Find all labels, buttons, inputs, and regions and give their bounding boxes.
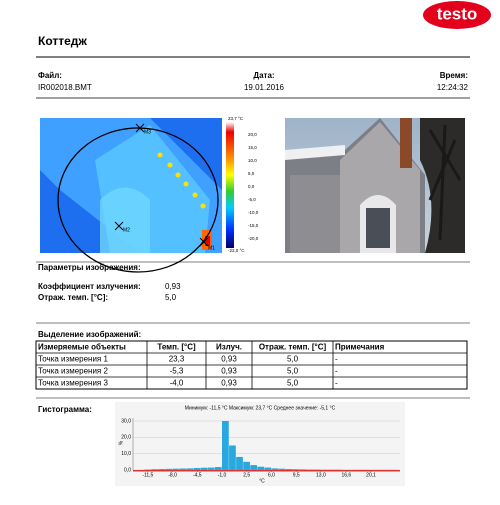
table-cell: - <box>335 355 338 364</box>
table-header: Примечания <box>335 343 385 352</box>
histogram-bar <box>151 469 158 470</box>
date-label: Дата: <box>253 71 274 80</box>
x-tick-label: -11,5 <box>142 472 153 478</box>
scale-tick-label: -10,0 <box>248 210 259 215</box>
file-value: IR002018.BMT <box>38 83 92 92</box>
scale-tick-label: -20,0 <box>248 236 259 241</box>
table-cell: Точка измерения 3 <box>38 379 108 388</box>
y-tick-label: 30,0 <box>121 418 131 424</box>
table-cell: 5,0 <box>287 367 299 376</box>
table-cell: 0,93 <box>221 367 237 376</box>
param-label: Коэффициент излучения: <box>38 282 141 291</box>
histogram-bar <box>286 469 293 470</box>
logo-text: testo <box>437 4 478 23</box>
scale-max: 23,7 °C <box>228 116 244 121</box>
y-axis-label: % <box>118 440 124 445</box>
section-title: Выделение изображений: <box>38 330 141 339</box>
x-tick-label: 6,0 <box>268 472 275 478</box>
section-title: Гистограмма: <box>38 405 92 414</box>
y-tick-label: 20,0 <box>121 435 131 441</box>
histogram-bar <box>201 468 208 470</box>
scale-tick-label: 15,0 <box>248 145 257 150</box>
logo: testo <box>418 0 496 34</box>
scale-tick-label: 10,0 <box>248 158 257 163</box>
histogram: Минимум: -11,5 °C Максимум: 23,7 °C Сред… <box>115 402 405 486</box>
x-tick-label: 9,5 <box>293 472 300 478</box>
table-cell: 0,93 <box>221 355 237 364</box>
marker-label: M3 <box>144 129 151 135</box>
table-cell: 5,0 <box>287 379 299 388</box>
scale-tick-label: 5,0 <box>248 171 255 176</box>
histogram-bar <box>279 469 286 470</box>
x-tick-label: 16,6 <box>341 472 351 478</box>
histogram-bar <box>243 462 250 470</box>
histogram-bar <box>293 469 300 470</box>
histogram-bar <box>257 467 264 470</box>
marker-label: M2 <box>123 227 130 233</box>
y-tick-label: 10,0 <box>121 451 131 457</box>
histogram-bar <box>250 465 257 470</box>
measurements-table: Измеряемые объекты Темп. [°C] Излуч. Отраж.… <box>36 341 467 389</box>
file-label: Файл: <box>38 71 62 80</box>
histogram-summary: Минимум: -11,5 °C Максимум: 23,7 °C Сред… <box>185 405 336 411</box>
x-tick-label: 2,5 <box>243 472 250 478</box>
x-tick-label: 20,1 <box>366 472 376 478</box>
histogram-bar <box>158 469 165 470</box>
histogram-bar <box>271 468 278 470</box>
section-title: Параметры изображения: <box>38 263 141 272</box>
title: Коттедж <box>38 34 87 48</box>
table-header: Излуч. <box>216 343 242 352</box>
table-cell: 0,93 <box>221 379 237 388</box>
time-label: Время: <box>440 71 468 80</box>
y-tick-label: 0,0 <box>124 467 131 473</box>
scale-tick-label: -15,0 <box>248 223 259 228</box>
histogram-bar <box>300 469 307 470</box>
histogram-bar <box>208 468 215 470</box>
x-axis-label: °C <box>259 478 265 484</box>
histogram-bar <box>165 469 172 470</box>
x-tick-label: 13,0 <box>316 472 326 478</box>
scale-tick-label: -5,0 <box>248 197 256 202</box>
table-cell: Точка измерения 1 <box>38 355 108 364</box>
histogram-bar <box>180 469 187 470</box>
histogram-bar <box>236 457 243 470</box>
param-value: 5,0 <box>165 293 177 302</box>
x-tick-label: -4,5 <box>193 472 202 478</box>
scale-tick-label: 20,0 <box>248 132 257 137</box>
table-header: Отраж. темп. [°C] <box>259 343 327 352</box>
param-label: Отраж. темп. [°C]: <box>38 293 108 302</box>
table-cell: 5,0 <box>287 355 299 364</box>
histogram-bar <box>229 446 236 471</box>
histogram-bar <box>264 468 271 470</box>
histogram-bar <box>187 468 194 470</box>
marker-label: M1 <box>208 245 215 251</box>
table-header: Темп. [°C] <box>157 343 196 352</box>
date-value: 19.01.2016 <box>244 83 285 92</box>
param-value: 0,93 <box>165 282 181 291</box>
scale-tick-label: 0,0 <box>248 184 255 189</box>
histogram-bar <box>173 469 180 470</box>
x-tick-label: -8,0 <box>168 472 177 478</box>
histogram-bar <box>215 467 222 470</box>
time-value: 12:24:32 <box>437 83 469 92</box>
histogram-bar <box>222 421 229 470</box>
table-cell: - <box>335 367 338 376</box>
spectrum-bar <box>133 470 400 472</box>
table-cell: -4,0 <box>170 379 184 388</box>
photo <box>285 118 465 253</box>
table-cell: 23,3 <box>169 355 185 364</box>
color-scale: 23,7 °C -22,0 °C 20,0 15,0 10,0 5,0 0,0 -5,0 -… <box>226 116 259 253</box>
table-cell: - <box>335 379 338 388</box>
table-cell: Точка измерения 2 <box>38 367 108 376</box>
table-header: Измеряемые объекты <box>38 343 126 352</box>
thermal-image: M3 M2 M1 <box>40 118 222 272</box>
table-cell: -5,3 <box>170 367 184 376</box>
histogram-bar <box>194 468 201 470</box>
scale-min: -22,0 °C <box>228 248 245 253</box>
x-tick-label: -1,0 <box>218 472 227 478</box>
